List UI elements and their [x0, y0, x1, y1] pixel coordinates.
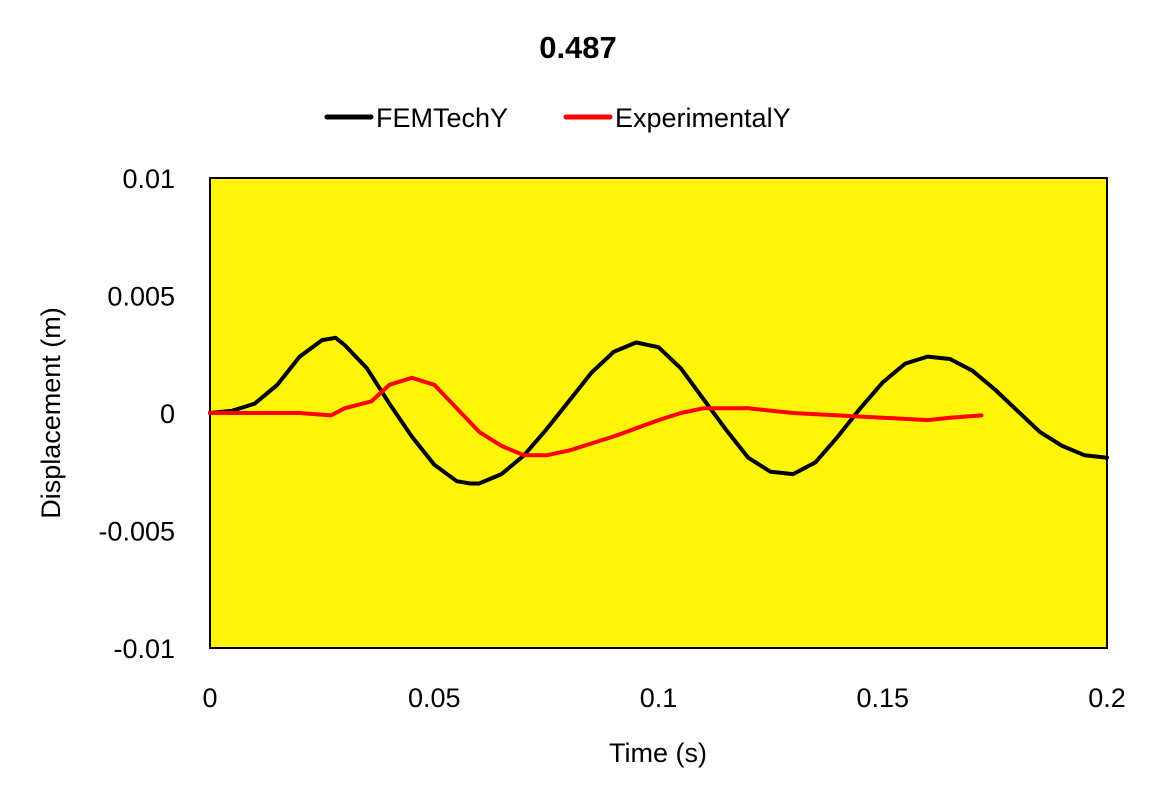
x-tick-label: 0.1: [640, 683, 678, 713]
series-line-1: [208, 375, 984, 458]
x-tick-label: 0.2: [1088, 683, 1126, 713]
x-tick-label: 0.05: [408, 683, 461, 713]
x-axis-ticks: 0 0.05 0.1 0.15 0.2: [202, 683, 1125, 713]
y-tick-label: -0.005: [98, 517, 175, 547]
series-line-0: [208, 335, 1109, 486]
x-tick-label: 0: [202, 683, 217, 713]
x-tick-label: 0.15: [856, 683, 909, 713]
y-tick-label: -0.01: [113, 634, 175, 664]
y-tick-label: 0: [160, 399, 175, 429]
y-tick-label: 0.01: [122, 164, 175, 194]
chart-title: 0.487: [539, 30, 617, 65]
legend-label-1: ExperimentalY: [615, 103, 791, 133]
y-axis-ticks: 0.01 0.005 0 -0.005 -0.01: [98, 164, 175, 664]
legend: FEMTechY ExperimentalY: [324, 103, 791, 133]
legend-label-0: FEMTechY: [376, 103, 508, 133]
series-layer: [208, 335, 1109, 486]
y-tick-label: 0.005: [107, 282, 175, 312]
plot-area: [209, 177, 1108, 649]
x-axis-label: Time (s): [609, 738, 707, 768]
y-axis-label: Displacement (m): [36, 307, 66, 519]
